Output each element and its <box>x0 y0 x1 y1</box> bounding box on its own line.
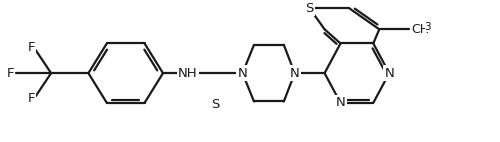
Text: 3: 3 <box>424 22 431 32</box>
Text: N: N <box>290 67 300 80</box>
Text: S: S <box>306 2 314 15</box>
Text: F: F <box>28 92 35 105</box>
Text: N: N <box>336 96 345 109</box>
Text: F: F <box>6 67 14 80</box>
Text: S: S <box>211 98 220 111</box>
Text: NH: NH <box>178 67 198 80</box>
Text: N: N <box>238 67 248 80</box>
Text: F: F <box>28 41 35 54</box>
Text: CH: CH <box>412 23 430 36</box>
Text: N: N <box>384 67 394 80</box>
